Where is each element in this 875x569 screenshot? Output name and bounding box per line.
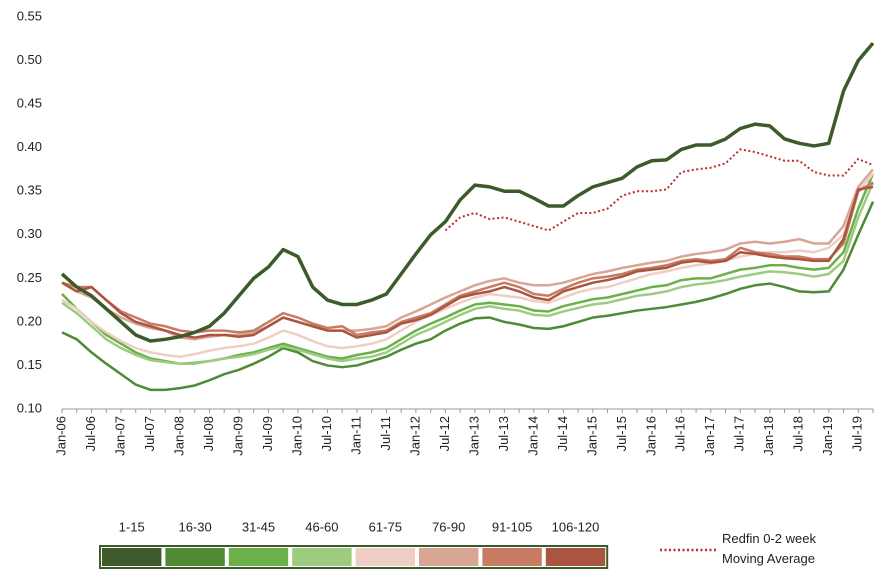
series-line xyxy=(61,185,874,339)
x-tick-label: Jul-18 xyxy=(791,416,806,451)
legend-swatch xyxy=(545,548,606,566)
x-tick-label: Jan-09 xyxy=(230,416,245,456)
x-tick-label: Jul-07 xyxy=(142,416,157,451)
series-line xyxy=(444,148,874,232)
x-tick-label: Jul-12 xyxy=(437,416,452,451)
x-tick-label: Jan-13 xyxy=(466,416,481,456)
x-tick-label: Jan-17 xyxy=(702,416,717,456)
x-tick-label: Jan-10 xyxy=(289,416,304,456)
x-tick-label: Jan-11 xyxy=(348,416,363,455)
legend-label: 31-45 xyxy=(242,519,275,534)
x-tick-label: Jan-08 xyxy=(171,416,186,456)
series-line xyxy=(61,201,875,392)
x-tick-label: Jan-16 xyxy=(643,416,658,456)
y-tick-label: 0.40 xyxy=(17,139,42,154)
series-line xyxy=(61,182,875,365)
x-tick-label: Jul-19 xyxy=(850,416,865,451)
legend-swatch xyxy=(419,548,479,566)
legend-label: 76-90 xyxy=(432,519,465,534)
x-tick-label: Jul-14 xyxy=(555,416,570,451)
legend-frame xyxy=(99,545,609,569)
y-tick-label: 0.30 xyxy=(17,226,42,241)
x-tick-label: Jul-15 xyxy=(614,416,629,451)
x-tick-label: Jan-06 xyxy=(53,416,68,456)
x-tick-label: Jan-07 xyxy=(112,416,127,456)
legend-swatch xyxy=(292,548,352,566)
legend-swatch xyxy=(165,548,225,566)
legend-swatch xyxy=(482,548,542,566)
y-tick-label: 0.55 xyxy=(17,8,42,23)
x-tick-label: Jul-16 xyxy=(673,416,688,451)
y-tick-label: 0.10 xyxy=(17,400,42,415)
x-tick-label: Jul-06 xyxy=(83,416,98,451)
y-tick-label: 0.35 xyxy=(17,183,42,198)
y-tick-label: 0.50 xyxy=(17,52,42,67)
legend-label: 16-30 xyxy=(178,519,211,534)
legend-swatch xyxy=(102,548,162,566)
legend-label: 106-120 xyxy=(552,519,600,534)
series-line xyxy=(61,172,874,358)
legend-label: 91-105 xyxy=(492,519,532,534)
x-tick-label: Jul-13 xyxy=(496,416,511,451)
series-line xyxy=(60,41,875,343)
x-tick-label: Jan-19 xyxy=(820,416,835,456)
x-tick-label: Jan-14 xyxy=(525,416,540,456)
x-tick-label: Jan-12 xyxy=(407,416,422,456)
legend-label: 61-75 xyxy=(369,519,402,534)
series-line xyxy=(61,168,874,341)
y-tick-label: 0.20 xyxy=(17,313,42,328)
x-tick-label: Jul-11 xyxy=(378,416,393,450)
legend-label: 1-15 xyxy=(119,519,145,534)
y-tick-label: 0.15 xyxy=(17,357,42,372)
x-tick-label: Jul-17 xyxy=(732,416,747,451)
x-tick-label: Jan-18 xyxy=(761,416,776,456)
y-tick-label: 0.25 xyxy=(17,270,42,285)
x-tick-label: Jul-08 xyxy=(201,416,216,451)
y-tick-label: 0.45 xyxy=(17,96,42,111)
legend-swatch xyxy=(228,548,289,566)
legend-label: Redfin 0-2 week Moving Average xyxy=(722,531,816,566)
x-tick-label: Jul-09 xyxy=(260,416,275,451)
x-tick-label: Jan-15 xyxy=(584,416,599,456)
legend-label: 46-60 xyxy=(305,519,338,534)
legend-swatch xyxy=(355,548,415,566)
x-tick-label: Jul-10 xyxy=(319,416,334,451)
